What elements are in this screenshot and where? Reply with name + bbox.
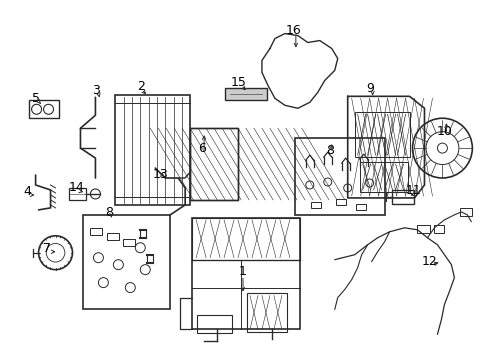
Bar — [391, 190, 413, 204]
Bar — [115, 95, 190, 205]
Text: 1: 1 — [239, 265, 246, 278]
Bar — [224, 88, 266, 100]
Bar — [354, 112, 408, 157]
Text: 5: 5 — [32, 92, 40, 105]
Bar — [355, 204, 365, 210]
Text: 3: 3 — [92, 84, 100, 97]
Bar — [192, 218, 299, 260]
Text: 8: 8 — [325, 144, 333, 157]
Bar — [310, 202, 320, 208]
Bar — [197, 315, 232, 333]
Bar — [459, 208, 471, 216]
Text: 13: 13 — [152, 167, 168, 180]
Bar — [190, 128, 238, 200]
Bar — [190, 128, 238, 200]
Bar — [90, 228, 102, 235]
Bar — [359, 162, 407, 192]
Text: 10: 10 — [436, 125, 451, 138]
Text: 2: 2 — [137, 80, 145, 93]
Bar — [107, 233, 119, 240]
Bar — [433, 225, 444, 233]
Bar — [335, 199, 345, 205]
Bar — [123, 239, 135, 246]
Bar — [294, 138, 384, 215]
Text: 14: 14 — [68, 181, 84, 194]
Bar — [29, 100, 59, 118]
Text: 7: 7 — [42, 242, 50, 255]
Text: 9: 9 — [366, 82, 374, 95]
Bar — [68, 188, 86, 200]
Text: 4: 4 — [23, 185, 32, 198]
Bar — [83, 215, 170, 310]
Text: 16: 16 — [285, 24, 301, 37]
Text: 15: 15 — [231, 76, 246, 89]
Text: 6: 6 — [198, 141, 205, 155]
Text: 8: 8 — [105, 206, 113, 219]
Text: 12: 12 — [421, 255, 436, 268]
Bar — [416, 225, 429, 233]
Bar — [246, 293, 286, 332]
Bar — [192, 218, 299, 329]
Text: 11: 11 — [405, 184, 421, 197]
